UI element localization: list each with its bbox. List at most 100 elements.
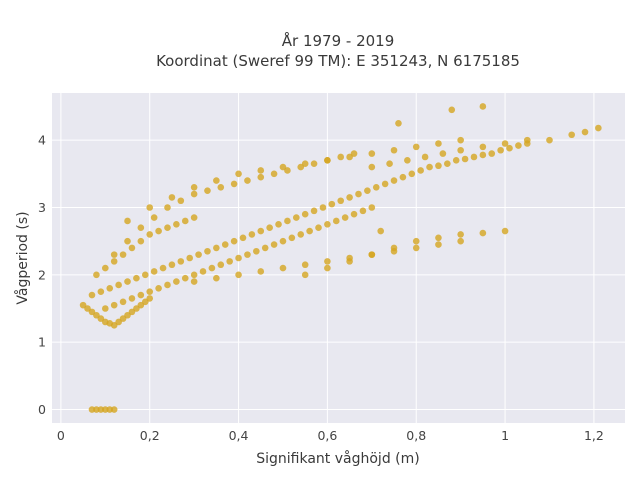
data-point xyxy=(230,180,238,188)
data-point xyxy=(159,264,167,272)
data-point xyxy=(204,247,211,255)
data-point xyxy=(190,190,198,198)
plot-area xyxy=(52,93,625,423)
data-point xyxy=(115,281,122,289)
data-point xyxy=(457,146,464,154)
data-point xyxy=(417,167,424,174)
data-point xyxy=(435,140,442,147)
data-point xyxy=(181,217,189,225)
data-point xyxy=(213,177,220,184)
data-point xyxy=(381,180,389,188)
data-point xyxy=(581,128,589,136)
data-point xyxy=(506,144,513,152)
data-point xyxy=(164,204,171,211)
data-point xyxy=(546,136,553,144)
data-point xyxy=(324,264,331,272)
data-point xyxy=(301,160,309,168)
data-point xyxy=(128,295,136,302)
data-point xyxy=(372,183,380,191)
data-point xyxy=(181,274,189,282)
data-point xyxy=(448,106,456,114)
data-point xyxy=(110,251,118,258)
data-point xyxy=(226,258,233,265)
data-point xyxy=(435,234,442,242)
data-point xyxy=(173,278,180,285)
data-point xyxy=(359,207,367,215)
data-point xyxy=(301,271,309,279)
data-point xyxy=(124,278,131,285)
data-point xyxy=(199,268,207,275)
y-tick-label: 0 xyxy=(38,402,46,417)
data-point xyxy=(119,251,127,258)
data-point xyxy=(421,153,429,161)
chart-title-line1: År 1979 - 2019 xyxy=(282,31,395,50)
data-point xyxy=(146,204,154,211)
data-point xyxy=(479,229,487,237)
data-point xyxy=(368,204,376,211)
data-point xyxy=(124,217,131,225)
data-point xyxy=(279,163,287,171)
data-point xyxy=(133,274,140,282)
data-point xyxy=(497,146,504,154)
x-tick-label: 0,6 xyxy=(317,428,337,443)
data-point xyxy=(190,278,198,285)
data-point xyxy=(324,258,331,265)
data-point xyxy=(364,187,371,194)
y-axis-ticks: 0 1 2 3 4 xyxy=(38,133,46,417)
data-point xyxy=(235,170,242,178)
data-point xyxy=(328,200,336,208)
data-point xyxy=(337,153,345,161)
data-point xyxy=(408,170,416,178)
data-point xyxy=(150,268,158,275)
data-point xyxy=(213,274,220,282)
y-axis-label: Vågperiod (s) xyxy=(14,211,31,304)
data-point xyxy=(470,153,478,161)
data-point xyxy=(146,288,154,295)
data-points xyxy=(79,103,602,413)
data-point xyxy=(110,258,118,265)
data-point xyxy=(368,251,376,258)
x-tick-label: 0 xyxy=(57,428,65,443)
data-point xyxy=(106,285,114,292)
data-point xyxy=(97,288,105,295)
data-point xyxy=(279,264,287,272)
data-point xyxy=(479,151,487,159)
data-point xyxy=(208,264,216,272)
data-point xyxy=(164,281,171,289)
data-point xyxy=(324,157,331,164)
data-point xyxy=(488,150,496,157)
data-point xyxy=(390,177,398,184)
data-point xyxy=(310,207,318,215)
data-point xyxy=(479,103,487,110)
data-point xyxy=(102,305,109,312)
x-tick-label: 0,4 xyxy=(229,428,249,443)
x-tick-label: 0,8 xyxy=(406,428,426,443)
data-point xyxy=(266,224,273,231)
data-point xyxy=(501,227,509,235)
data-point xyxy=(377,227,384,235)
data-point xyxy=(346,153,353,161)
data-point xyxy=(253,247,260,255)
data-point xyxy=(168,194,176,201)
data-point xyxy=(257,268,265,275)
data-point xyxy=(412,237,420,245)
data-point xyxy=(461,155,469,163)
data-point xyxy=(88,291,96,299)
data-point xyxy=(213,244,220,252)
data-point xyxy=(386,160,393,168)
data-point xyxy=(368,150,376,157)
data-point xyxy=(315,224,322,231)
data-point xyxy=(177,197,185,205)
x-tick-label: 1,2 xyxy=(584,428,604,443)
data-point xyxy=(110,301,118,309)
data-point xyxy=(244,177,251,184)
data-point xyxy=(568,131,575,139)
data-point xyxy=(235,254,242,262)
x-tick-label: 1 xyxy=(501,428,509,443)
data-point xyxy=(412,143,420,151)
data-point xyxy=(457,237,464,245)
data-point xyxy=(177,258,185,265)
data-point xyxy=(155,285,162,292)
data-point xyxy=(279,237,287,245)
